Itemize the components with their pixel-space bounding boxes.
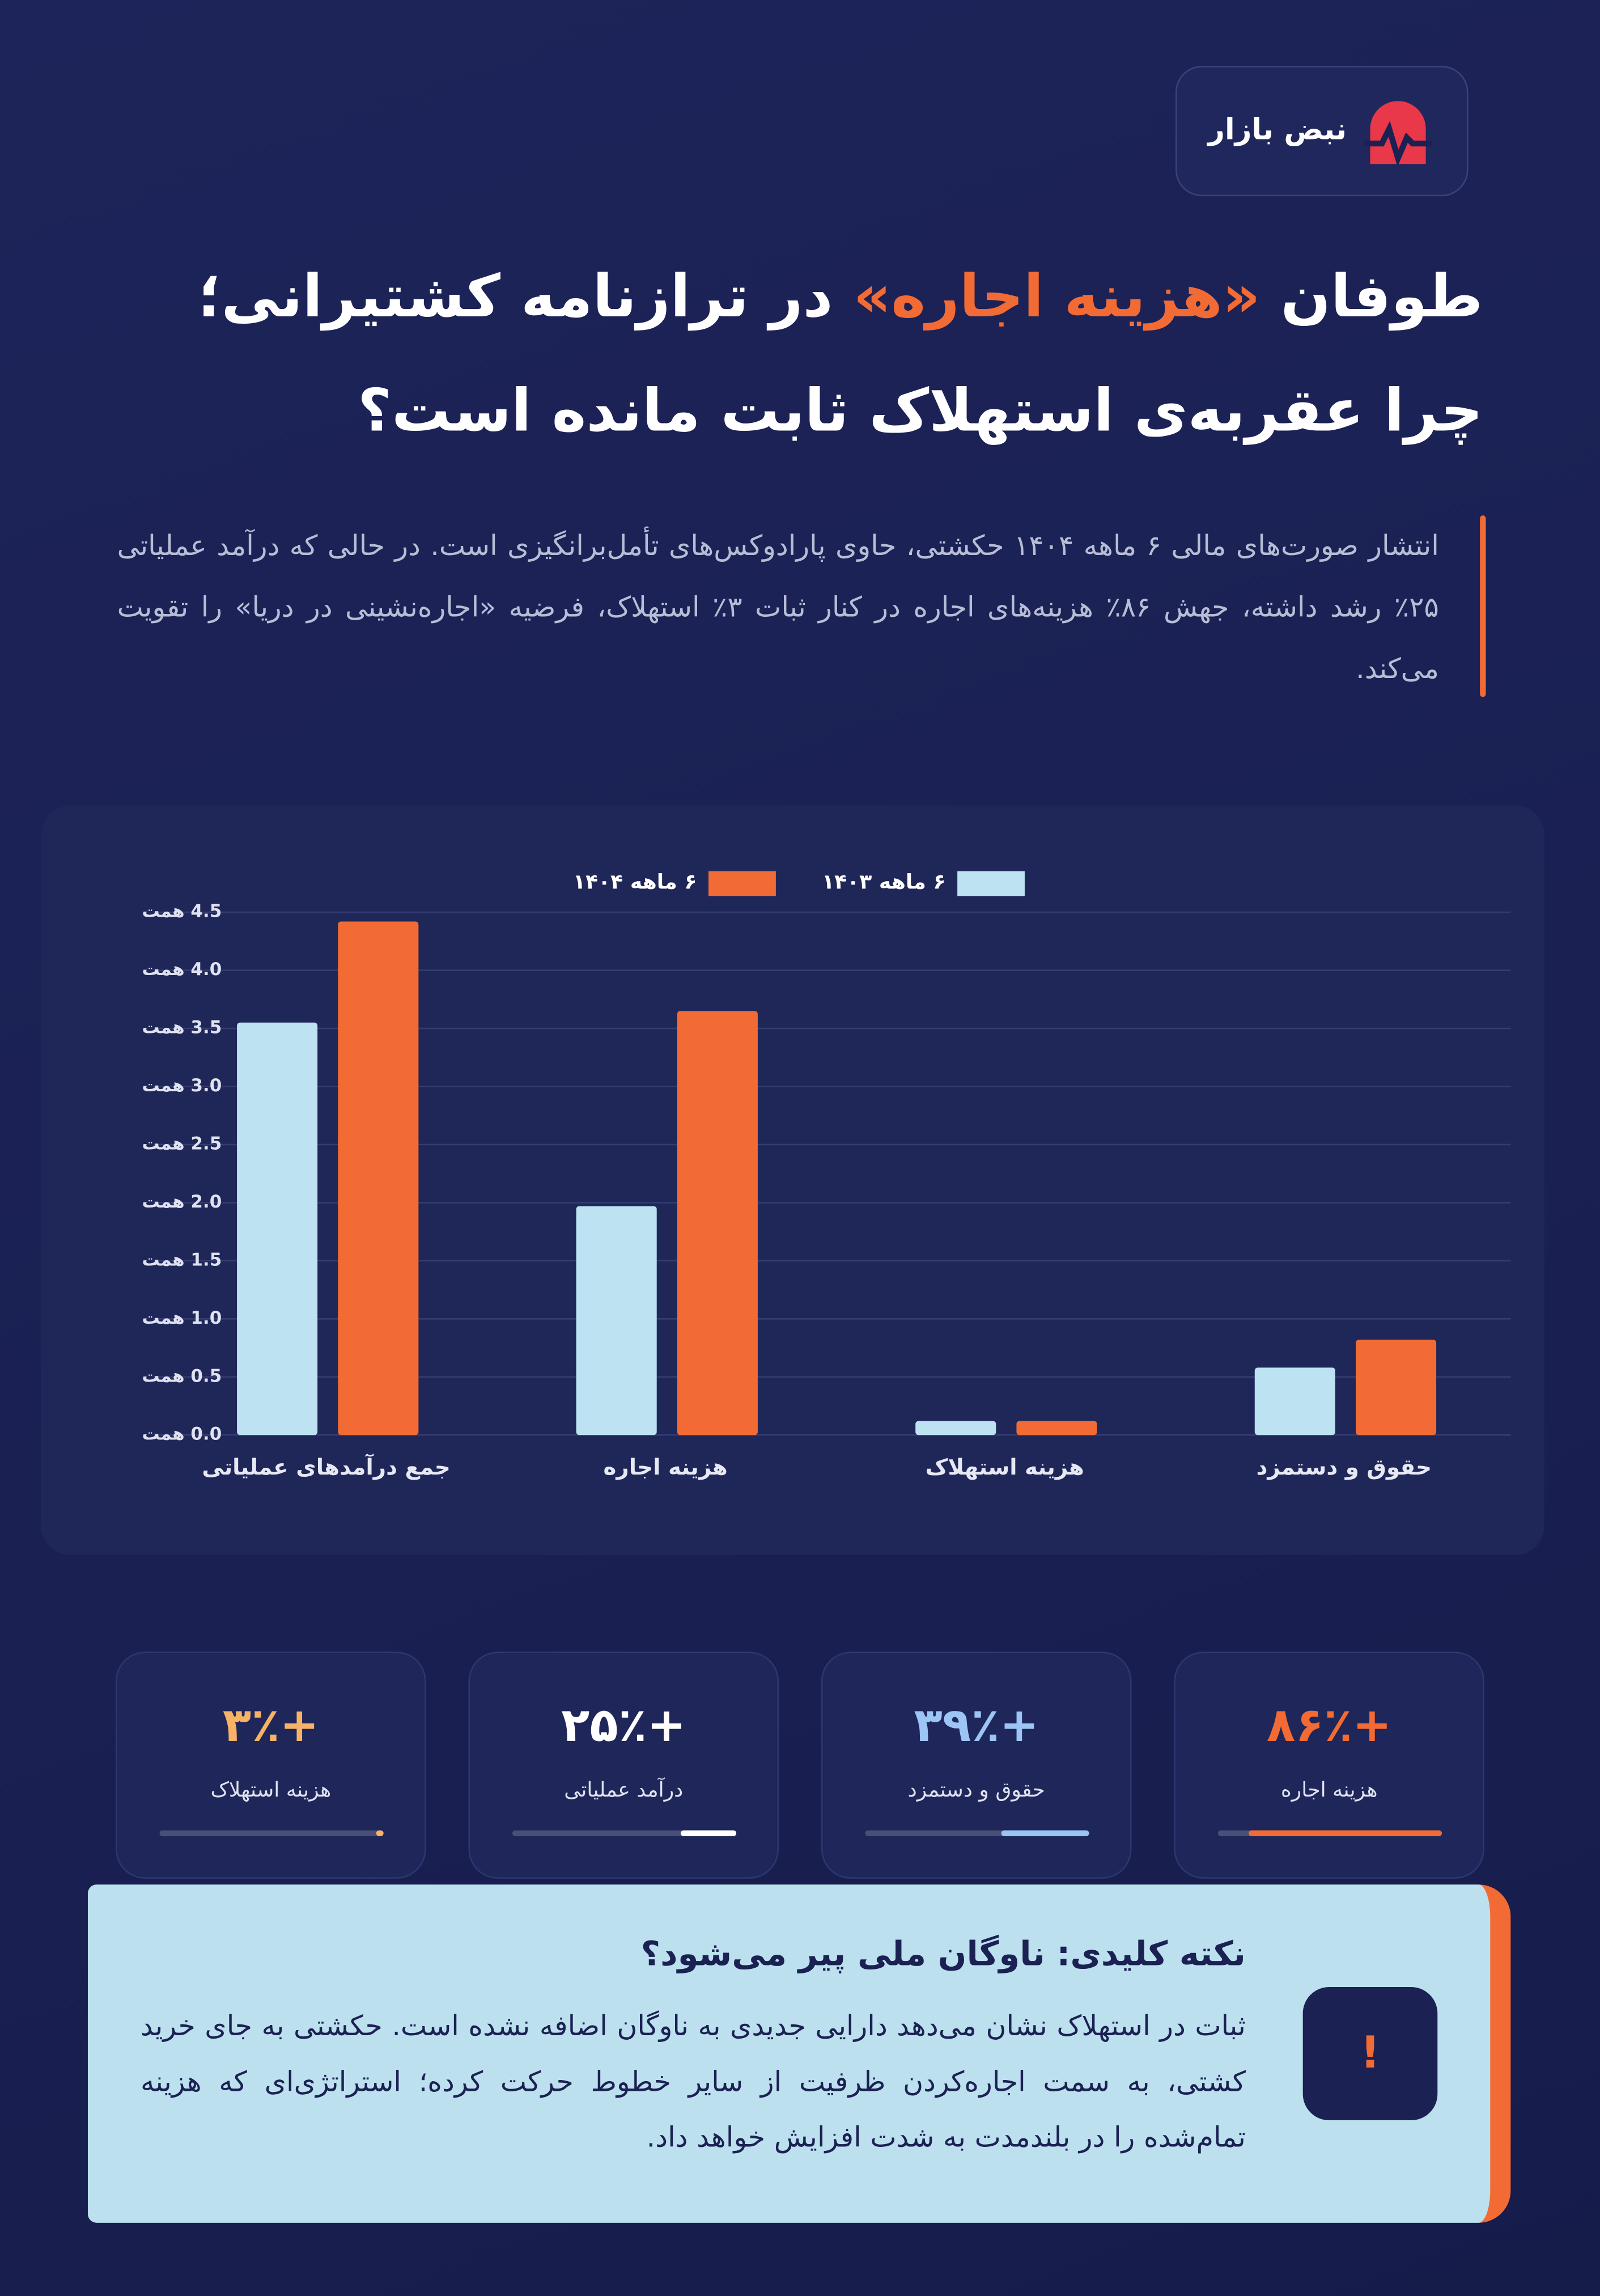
logo-icon bbox=[1364, 101, 1432, 167]
bar bbox=[1016, 1421, 1097, 1435]
y-tick-label: 3.5 همت bbox=[142, 1018, 222, 1038]
progress-fill bbox=[1001, 1830, 1089, 1836]
y-tick-label: 2.5 همت bbox=[142, 1133, 222, 1154]
bar bbox=[338, 921, 419, 1435]
progress-track bbox=[1217, 1830, 1442, 1836]
stat-name: هزینه اجاره bbox=[1280, 1779, 1378, 1803]
intro: انتشار صورت‌های مالی ۶ ماهه ۱۴۰۴ حکشتی، … bbox=[117, 530, 1439, 685]
stat-name: حقوق و دستمزد bbox=[907, 1779, 1045, 1803]
stat-name: هزینه استهلاک bbox=[210, 1779, 332, 1803]
bar bbox=[915, 1421, 996, 1435]
x-tick-label: جمع درآمدهای عملیاتی bbox=[202, 1454, 451, 1481]
logo: نبض بازار bbox=[1175, 66, 1469, 197]
stat-value: +۸۶٪ bbox=[1266, 1697, 1392, 1753]
progress-fill bbox=[1249, 1830, 1442, 1836]
stat-card: +۲۵٪ درآمد عملیاتی bbox=[468, 1651, 779, 1879]
y-tick-label: 3.0 همت bbox=[142, 1075, 222, 1096]
brand: نبض بازار bbox=[1208, 111, 1347, 147]
x-tick-label: هزینه استهلاک bbox=[925, 1454, 1084, 1481]
note-text: ثبات در استهلاک نشان می‌دهد دارایی جدیدی… bbox=[140, 2010, 1246, 2154]
note-icon: ! bbox=[1302, 1986, 1438, 2121]
bar bbox=[576, 1206, 657, 1435]
bar bbox=[1254, 1367, 1335, 1435]
accent-bar bbox=[1480, 515, 1486, 697]
chart: 0.0 همت 0.5 همت 1.0 همت 1.5 همت 2.0 همت 2.5 ه… bbox=[142, 869, 1511, 1444]
y-tick-label: 2.0 همت bbox=[142, 1192, 222, 1212]
x-tick-label: هزینه اجاره bbox=[603, 1454, 728, 1481]
stat-card: +۳۹٪ حقوق و دستمزد bbox=[821, 1651, 1132, 1879]
stat-card: +۳٪ هزینه استهلاک bbox=[116, 1651, 426, 1879]
note-title: نکته کلیدی: ناوگان ملی پیر می‌شود؟ bbox=[640, 1935, 1246, 1974]
stat-card: +۸۶٪ هزینه اجاره bbox=[1174, 1651, 1484, 1879]
title-line-2: چرا عقربه‌ی استهلاک ثابت مانده است؟ bbox=[358, 378, 1483, 446]
y-tick-label: 4.0 همت bbox=[142, 959, 222, 980]
y-tick-label: 1.5 همت bbox=[142, 1249, 222, 1270]
progress-fill bbox=[376, 1830, 384, 1836]
stat-value: +۲۵٪ bbox=[561, 1697, 686, 1753]
legend-label: ۶ ماهه ۱۴۰۳ bbox=[822, 869, 945, 893]
title-start: طوفان bbox=[1280, 263, 1483, 331]
y-tick-label: 1.0 همت bbox=[142, 1308, 222, 1328]
x-tick-label: حقوق و دستمزد bbox=[1256, 1454, 1432, 1481]
title-highlight: «هزینه اجاره» bbox=[853, 263, 1261, 331]
progress-track bbox=[159, 1830, 384, 1836]
y-tick-label: 0.0 همت bbox=[142, 1424, 222, 1444]
progress-track bbox=[865, 1830, 1089, 1836]
progress-fill bbox=[680, 1830, 737, 1836]
y-tick-label: 0.5 همت bbox=[142, 1366, 222, 1386]
y-tick-label: 4.5 همت bbox=[142, 901, 222, 922]
chart-card: 0.0 همت 0.5 همت 1.0 همت 1.5 همت 2.0 همت 2.5 ه… bbox=[41, 805, 1544, 1556]
bar bbox=[1355, 1340, 1437, 1435]
stat-name: درآمد عملیاتی bbox=[564, 1779, 684, 1803]
stat-value: +۳۹٪ bbox=[914, 1697, 1039, 1753]
note-box bbox=[87, 1884, 1511, 2223]
stat-value: +۳٪ bbox=[222, 1697, 319, 1753]
bar bbox=[237, 1022, 318, 1435]
legend-swatch bbox=[957, 871, 1025, 896]
bar bbox=[677, 1011, 758, 1435]
legend-swatch bbox=[708, 871, 776, 896]
progress-track bbox=[512, 1830, 737, 1836]
legend-label: ۶ ماهه ۱۴۰۴ bbox=[573, 869, 697, 893]
title-end: در ترازنامه کشتیرانی؛ bbox=[198, 263, 833, 331]
title-line-1: طوفان «هزینه اجاره» در ترازنامه کشتیرانی… bbox=[198, 264, 1483, 331]
